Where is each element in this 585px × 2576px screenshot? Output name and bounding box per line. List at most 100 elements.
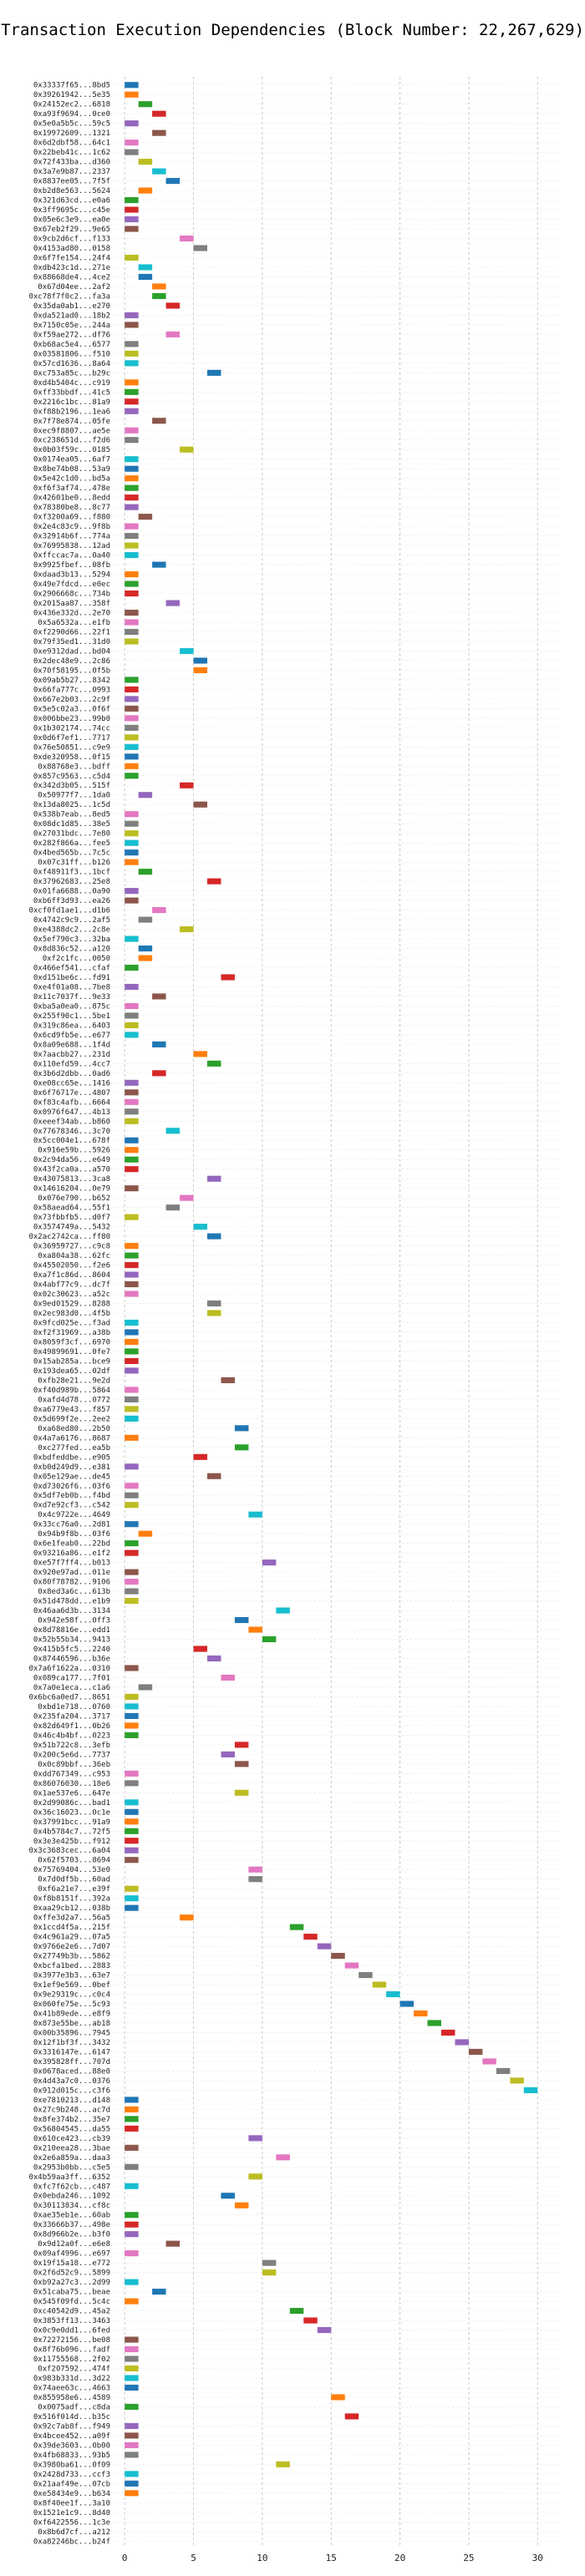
- transaction-bar: [344, 1962, 359, 1969]
- y-tick-label: 0x27749b3b...5862: [33, 1953, 110, 1961]
- y-tick-label: 0xda521ad0...18b2: [33, 312, 110, 320]
- y-tick-label: 0x74aee63c...4663: [33, 2384, 110, 2392]
- y-tick-label: 0x43f2ca0a...a570: [33, 1166, 110, 1174]
- transaction-bar: [303, 1934, 318, 1940]
- y-tick-label: 0x8fe374b2...35e7: [33, 2116, 110, 2124]
- transaction-bar: [125, 494, 139, 501]
- y-tick-label: 0x2c94da56...e649: [33, 1156, 110, 1164]
- transaction-bar: [317, 2326, 332, 2334]
- y-tick-label: 0x01fa6688...0a90: [33, 888, 110, 896]
- transaction-bar: [248, 1876, 262, 1883]
- transaction-bar: [427, 2020, 441, 2026]
- y-tick-label: 0x2f6d52c9...5899: [33, 2269, 110, 2278]
- dependency-bars: [125, 82, 538, 2497]
- transaction-bar: [359, 1971, 373, 1979]
- y-tick-label: 0xdd767349...c953: [33, 1770, 110, 1778]
- transaction-bar: [234, 2202, 249, 2208]
- transaction-bar: [125, 753, 139, 760]
- transaction-bar: [138, 1684, 153, 1691]
- transaction-bar: [125, 2480, 139, 2487]
- y-tick-label: 0x72272156...be08: [33, 2336, 110, 2345]
- transaction-bar: [125, 1549, 139, 1556]
- y-tick-label: 0x3ff9695c...c45e: [33, 206, 110, 215]
- y-tick-label: 0x089ca177...7f01: [33, 1674, 110, 1682]
- y-tick-label: 0x9766e2e6...7d07: [33, 1943, 110, 1951]
- transaction-bar: [125, 2471, 139, 2477]
- transaction-bar: [125, 341, 139, 347]
- y-tick-label: 0x58aead64...55f1: [33, 1204, 110, 1213]
- y-tick-label: 0x49e7fdcd...e0ec: [33, 581, 110, 589]
- transaction-bar: [138, 159, 153, 165]
- transaction-bar: [125, 484, 139, 491]
- y-tick-label: 0xf207592...474f: [38, 2366, 110, 2374]
- transaction-bar: [125, 1156, 139, 1163]
- transaction-bar: [152, 2289, 166, 2295]
- transaction-bar: [193, 1051, 207, 1057]
- y-tick-label: 0x67eb2f29...9e65: [33, 226, 110, 234]
- transaction-bar: [152, 993, 166, 1000]
- y-tick-label: 0x538b7eab...8ed5: [33, 811, 110, 819]
- y-tick-label: 0x200c5e6d...7737: [33, 1751, 110, 1759]
- y-tick-label: 0x30113834...cf8c: [33, 2202, 110, 2210]
- y-tick-label: 0x2e4c83c9...9f8b: [33, 523, 110, 531]
- y-tick-label: 0x2e6a859a...daa3: [33, 2154, 110, 2163]
- transaction-bar: [331, 1953, 345, 1960]
- y-tick-label: 0x7d0df5b...60ad: [38, 1876, 110, 1884]
- transaction-bar: [125, 1770, 139, 1777]
- x-tick-label: 5: [191, 2553, 196, 2563]
- transaction-bar: [125, 1243, 139, 1250]
- y-tick-label: 0x11c7037f...9e33: [33, 993, 110, 1001]
- transaction-bar: [152, 292, 166, 300]
- transaction-bar: [248, 1511, 262, 1518]
- transaction-bar: [248, 1626, 262, 1633]
- transaction-bar: [152, 561, 166, 568]
- y-tick-label: 0x3c3683cec...6a04: [28, 1847, 110, 1855]
- y-tick-label: 0x79f35ed1...31d0: [33, 638, 110, 647]
- y-tick-label: 0x5df7eb0b...f4bd: [33, 1492, 110, 1500]
- transaction-bar: [125, 504, 139, 510]
- y-tick-label: 0x4c9722e...4649: [38, 1511, 110, 1519]
- y-tick-label: 0xf3200a69...f880: [33, 514, 110, 522]
- transaction-bar: [125, 1348, 139, 1355]
- transaction-bar: [165, 600, 181, 606]
- y-tick-label: 0x0976f647...4b13: [33, 1108, 110, 1117]
- transaction-bar: [125, 1483, 139, 1489]
- y-tick-label: 0x2906668c...734b: [33, 591, 110, 599]
- y-tick-label: 0x51b722c8...3efb: [33, 1742, 110, 1750]
- y-tick-label: 0x33666b37...498e: [33, 2221, 110, 2229]
- y-tick-label: 0x8d836c52...a120: [33, 946, 110, 954]
- transaction-bar: [152, 283, 166, 290]
- transaction-bar: [125, 1693, 139, 1701]
- transaction-bar: [193, 1224, 207, 1230]
- y-tick-label: 0xb92a27c3...2d99: [33, 2279, 110, 2287]
- y-tick-label: 0x14616204...0e79: [33, 1185, 110, 1194]
- y-tick-label: 0xfb28e21...9e2d: [38, 1377, 110, 1385]
- transaction-bar: [125, 2422, 139, 2429]
- y-tick-label: 0xc277fed...ea5b: [38, 1444, 110, 1453]
- transaction-bar: [344, 2413, 359, 2420]
- y-tick-label: 0xaa29cb12...038b: [33, 1904, 110, 1913]
- transaction-bar: [125, 1808, 139, 1815]
- y-tick-label: 0x5a6532a...e1fb: [38, 619, 110, 627]
- y-tick-label: 0x52b55b34...9413: [33, 1636, 110, 1645]
- y-tick-label: 0x0d6f7ef1...7717: [33, 734, 110, 743]
- y-tick-label: 0x7150c05e...244a: [33, 322, 110, 330]
- transaction-bar: [152, 110, 166, 117]
- transaction-bar: [234, 1761, 249, 1767]
- y-tick-label: 0xf6a21e7...e39f: [38, 1885, 110, 1894]
- y-tick-label: 0x4153ad80...0158: [33, 245, 110, 253]
- transaction-bar: [138, 792, 153, 799]
- transaction-bar: [125, 360, 139, 367]
- transaction-bar: [125, 1904, 139, 1911]
- y-tick-label: 0xa7f1c86d...8604: [33, 1271, 110, 1280]
- y-tick-label: 0x5ef790c3...32ba: [33, 936, 110, 944]
- transaction-bar: [207, 878, 221, 885]
- y-tick-label: 0x41b89ede...e8f9: [33, 2011, 110, 2019]
- y-tick-label: 0x8d966b2e...b3f0: [33, 2231, 110, 2239]
- transaction-bar: [180, 1194, 194, 1201]
- y-tick-label: 0x21aaf49e...07cb: [33, 2480, 110, 2488]
- y-tick-label: 0x282f866a...fee5: [33, 839, 110, 848]
- transaction-bar: [125, 1722, 139, 1729]
- y-tick-label: 0x22beb41c...1c62: [33, 149, 110, 157]
